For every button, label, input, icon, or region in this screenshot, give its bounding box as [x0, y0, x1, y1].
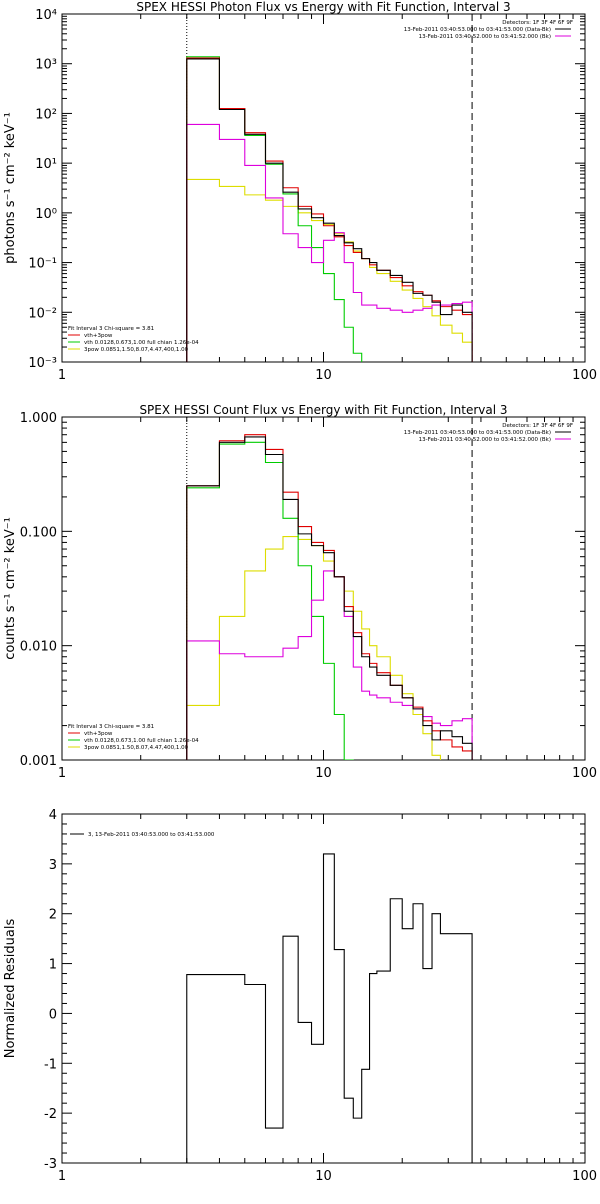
chart-panel-2: SPEX HESSI Count Flux vs Energy with Fit…	[3, 403, 597, 781]
legend-entry-label: vth 0.0128,0.673,1.00 full chian 1.26e-0…	[84, 340, 199, 346]
legend-fit-summary: Fit Interval 3 Chi-square = 3.81	[68, 724, 154, 730]
x-tick-label: 1	[58, 1169, 66, 1184]
legend-top-left: 3, 13-Feb-2011 03:40:53.000 to 03:41:53.…	[70, 832, 215, 838]
series-line-data-bk	[186, 436, 473, 760]
x-tick-label: 1	[58, 766, 66, 781]
y-tick-label: 10⁻¹	[28, 257, 57, 272]
series-line-vth-3pow	[186, 434, 473, 760]
legend-entry-label: 13-Feb-2011 03:40:52.000 to 03:41:52.000…	[419, 34, 551, 40]
legend-entry-label: vth 0.0128,0.673,1.00 full chian 1.26e-0…	[84, 738, 199, 744]
y-tick-label: 0.010	[20, 640, 57, 655]
plot-frame	[61, 13, 586, 363]
legend-bottom-left: Fit Interval 3 Chi-square = 3.81vth+3pow…	[68, 326, 199, 353]
legend-bottom-left: Fit Interval 3 Chi-square = 3.81vth+3pow…	[68, 724, 199, 751]
series-line-vth	[186, 56, 363, 362]
x-tick-label: 100	[572, 766, 597, 781]
series-line-bk	[186, 570, 473, 760]
legend-entry-label: 13-Feb-2011 03:40:53.000 to 03:41:53.000…	[404, 27, 551, 33]
series-group	[186, 56, 473, 362]
chart-title: SPEX HESSI Count Flux vs Energy with Fit…	[139, 403, 507, 417]
series-line-3-13-feb-2011-03-40-53-000-to-03-41-53-000	[186, 853, 473, 1163]
y-tick-label: 10³	[35, 58, 57, 73]
series-group	[186, 853, 473, 1163]
legend-entry-label: 3pow 0.0851,1.50,8.07,4.47,400,1.00	[84, 745, 189, 751]
legend-entry-label: 13-Feb-2011 03:40:52.000 to 03:41:52.000…	[419, 437, 551, 443]
y-tick-label: 0	[49, 1007, 57, 1022]
legend-entry-label: vth+3pow	[84, 333, 113, 339]
x-tick-label: 10	[315, 1169, 332, 1184]
legend-entry-label: 3pow 0.0851,1.50,8.07,4.47,400,1.00	[84, 347, 189, 353]
legend-entry-label: vth+3pow	[84, 731, 113, 737]
x-tick-label: 10	[315, 368, 332, 383]
chart-panel-1: SPEX HESSI Photon Flux vs Energy with Fi…	[3, 0, 597, 383]
y-tick-label: 0.100	[20, 525, 57, 540]
series-group	[186, 434, 473, 760]
x-tick-label: 100	[572, 368, 597, 383]
legend-entry-label: 3, 13-Feb-2011 03:40:53.000 to 03:41:53.…	[88, 832, 215, 838]
y-tick-label: 1	[49, 958, 57, 973]
x-tick-label: 10	[315, 766, 332, 781]
y-axis-label: photons s⁻¹ cm⁻² keV⁻¹	[3, 112, 18, 264]
y-tick-label: -1	[44, 1057, 57, 1072]
y-tick-label: 1.000	[20, 411, 57, 426]
chart-panel-3: Normalized Residuals 1 10 100 -3 -2 -1 0 1 2 3 4 3, …	[3, 808, 597, 1184]
x-tick-label: 100	[572, 1169, 597, 1184]
y-tick-label: 10¹	[35, 157, 57, 172]
series-line-bk	[186, 123, 473, 362]
y-tick-label: 10²	[35, 107, 57, 122]
y-tick-label: -3	[44, 1157, 57, 1172]
y-axis-label: counts s⁻¹ cm⁻² keV⁻¹	[3, 517, 18, 660]
y-tick-label: 4	[49, 808, 57, 823]
y-tick-label: 0.001	[20, 754, 57, 769]
y-tick-label: 10⁰	[35, 207, 57, 222]
series-line-data-bk	[186, 58, 473, 362]
legend-fit-summary: Fit Interval 3 Chi-square = 3.81	[68, 326, 154, 332]
x-tick-label: 1	[58, 368, 66, 383]
y-tick-label: 3	[49, 858, 57, 873]
y-tick-label: 2	[49, 908, 57, 923]
series-line-3pow	[186, 178, 473, 362]
y-tick-label: -2	[44, 1107, 57, 1122]
y-axis-label: Normalized Residuals	[3, 919, 18, 1059]
legend-entry-label: 13-Feb-2011 03:40:53.000 to 03:41:53.000…	[404, 430, 551, 436]
series-line-3pow	[186, 536, 441, 760]
y-tick-label: 10⁴	[35, 8, 57, 23]
legend-detectors: Detectors: 1F 3F 4F 6F 9F	[502, 423, 573, 429]
series-line-vth	[186, 441, 354, 760]
legend-detectors: Detectors: 1F 3F 4F 6F 9F	[502, 20, 573, 26]
chart-title: SPEX HESSI Photon Flux vs Energy with Fi…	[136, 0, 510, 14]
y-tick-label: 10⁻³	[28, 356, 57, 371]
y-tick-label: 10⁻²	[28, 306, 57, 321]
